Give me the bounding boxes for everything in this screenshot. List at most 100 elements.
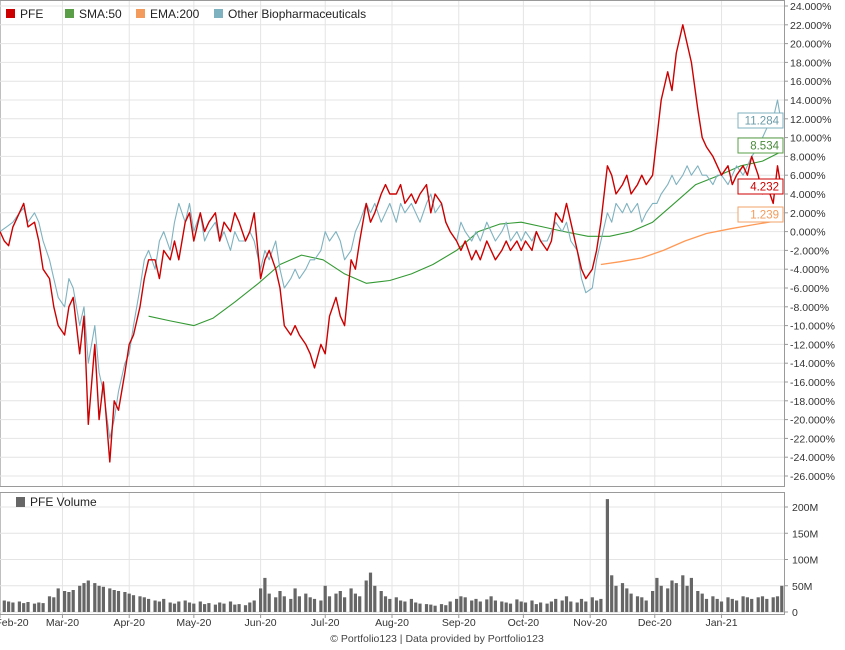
price-y-tick-label: -20.000% [790, 415, 835, 427]
volume-bar [17, 601, 21, 612]
volume-bar [444, 605, 448, 612]
volume-bar [11, 602, 15, 612]
volume-bar [515, 599, 519, 612]
volume-bar [177, 601, 181, 612]
volume-bar [153, 600, 157, 612]
volume-bar [349, 588, 353, 612]
legend-swatch-pfe [6, 9, 15, 18]
price-y-tick-label: 22.000% [790, 20, 831, 32]
legend-label-pfe: PFE [20, 7, 43, 21]
volume-bar [704, 598, 709, 612]
volume-bar [700, 593, 704, 612]
end-label-box-other-biopharmaceuticals [737, 112, 784, 129]
volume-bar [620, 583, 625, 612]
volume-bar [674, 583, 678, 612]
legend-swatch-volume [16, 497, 25, 507]
volume-bar [233, 604, 237, 612]
price-y-tick-label: -6.000% [790, 283, 829, 295]
volume-bar [289, 598, 293, 612]
series-line-other-biopharmaceuticals [0, 99, 783, 439]
volume-bar [775, 596, 780, 613]
volume-bar [243, 605, 248, 612]
volume-bar [101, 586, 105, 612]
volume-bar [666, 588, 670, 612]
volume-bar [670, 580, 674, 612]
volume-bar [138, 596, 142, 613]
volume-bar [508, 603, 513, 612]
x-tick-label: May-20 [176, 617, 211, 629]
volume-bar [500, 601, 504, 612]
legend-swatch-ema200 [136, 9, 145, 18]
volume-bar [319, 600, 323, 612]
x-tick-label: Dec-20 [638, 617, 672, 629]
volume-bar [368, 572, 373, 612]
price-y-tick-label: 2.000% [790, 208, 826, 220]
x-tick-label: Oct-20 [508, 617, 540, 629]
volume-bar [364, 580, 368, 612]
volume-bar [248, 602, 252, 612]
volume-bar [726, 597, 730, 612]
volume-bar [327, 596, 332, 613]
volume-bar [564, 596, 569, 613]
volume-bar [429, 604, 433, 612]
volume-bar [689, 577, 693, 612]
volume-bar [651, 591, 655, 612]
volume-bar [187, 602, 192, 612]
volume-bar [485, 599, 489, 612]
volume-bar [605, 499, 609, 612]
price-y-axis: 24.000% 22.000% 20.000% 18.000% 16.000% 14.00… [784, 1, 835, 483]
volume-bar [373, 585, 377, 613]
price-y-tick-label: -10.000% [790, 321, 835, 333]
legend-label-other-biopharma: Other Biopharmaceuticals [228, 7, 366, 21]
volume-bar [278, 591, 282, 612]
volume-bar [237, 604, 241, 612]
price-y-tick-label: -26.000% [790, 471, 835, 483]
volume-bar [771, 597, 775, 612]
volume-bar [157, 601, 161, 612]
price-y-tick-label: 16.000% [790, 76, 831, 88]
volume-bar [418, 603, 422, 612]
price-y-tick-label: 4.000% [790, 189, 826, 201]
volume-bar [63, 591, 67, 612]
x-tick-label: Nov-20 [573, 617, 607, 629]
price-y-tick-label: -24.000% [790, 452, 835, 464]
volume-bar [192, 603, 196, 612]
end-label-ema-200: 1.239 [750, 210, 779, 222]
volume-bar [7, 601, 11, 612]
volume-bar [228, 601, 233, 612]
volume-bar [32, 603, 37, 612]
volume-bar [459, 596, 463, 613]
volume-bar [86, 580, 90, 612]
volume-bar [47, 596, 52, 613]
volume-bar [399, 600, 403, 612]
volume-bar [293, 588, 297, 612]
volume-y-tick-label: 100M [792, 555, 818, 567]
credit-text: © Portfolio123 | Data provided by Portfo… [330, 633, 544, 645]
volume-bar [549, 601, 553, 612]
legend-label-sma50: SMA:50 [79, 7, 122, 21]
volume-bar [629, 593, 633, 612]
volume-bar [474, 598, 478, 612]
volume-bar [116, 591, 121, 612]
volume-bar [213, 604, 217, 612]
price-y-tick-label: -14.000% [790, 358, 835, 370]
volume-bar [433, 605, 437, 612]
price-y-tick-label: 6.000% [790, 170, 826, 182]
volume-bar [112, 590, 116, 612]
price-y-tick-label: -16.000% [790, 377, 835, 389]
volume-y-tick-label: 0 [792, 607, 798, 619]
price-y-tick-label: 12.000% [790, 114, 831, 126]
volume-bar [655, 577, 659, 612]
price-y-tick-label: 24.000% [790, 1, 831, 13]
volume-bar [470, 600, 474, 612]
end-label-other-biopharmaceuticals: 11.284 [745, 116, 780, 128]
volume-bar [22, 603, 26, 612]
volume-bar [82, 583, 86, 612]
volume-bar [334, 593, 338, 612]
volume-bar [741, 596, 745, 613]
volume-bar [750, 598, 754, 612]
volume-bar [534, 604, 538, 612]
volume-bar [198, 601, 202, 612]
volume-bar [323, 585, 327, 613]
x-tick-label: Jul-20 [311, 617, 340, 629]
